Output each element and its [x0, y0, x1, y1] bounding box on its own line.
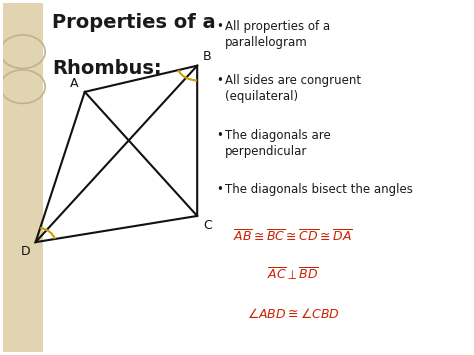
- Text: •: •: [216, 20, 223, 33]
- Text: Rhombus:: Rhombus:: [52, 59, 162, 78]
- Text: $\overline{AC} \perp \overline{BD}$: $\overline{AC} \perp \overline{BD}$: [267, 267, 319, 283]
- Text: D: D: [20, 245, 30, 258]
- Text: A: A: [70, 77, 79, 90]
- Text: The diagonals are
perpendicular: The diagonals are perpendicular: [225, 129, 331, 158]
- Text: Properties of a: Properties of a: [52, 13, 216, 32]
- Text: B: B: [203, 50, 212, 64]
- Text: $\overline{AB} \cong \overline{BC} \cong \overline{CD} \cong \overline{DA}$: $\overline{AB} \cong \overline{BC} \cong…: [233, 229, 353, 245]
- Bar: [3, 3, 43, 352]
- Text: $\angle ABD \cong \angle CBD$: $\angle ABD \cong \angle CBD$: [247, 307, 340, 321]
- Text: The diagonals bisect the angles: The diagonals bisect the angles: [225, 183, 413, 196]
- Text: C: C: [203, 219, 212, 232]
- Text: All sides are congruent
(equilateral): All sides are congruent (equilateral): [225, 75, 361, 103]
- Text: •: •: [216, 75, 223, 87]
- Text: •: •: [216, 183, 223, 196]
- Text: All properties of a
parallelogram: All properties of a parallelogram: [225, 20, 330, 49]
- Text: •: •: [216, 129, 223, 142]
